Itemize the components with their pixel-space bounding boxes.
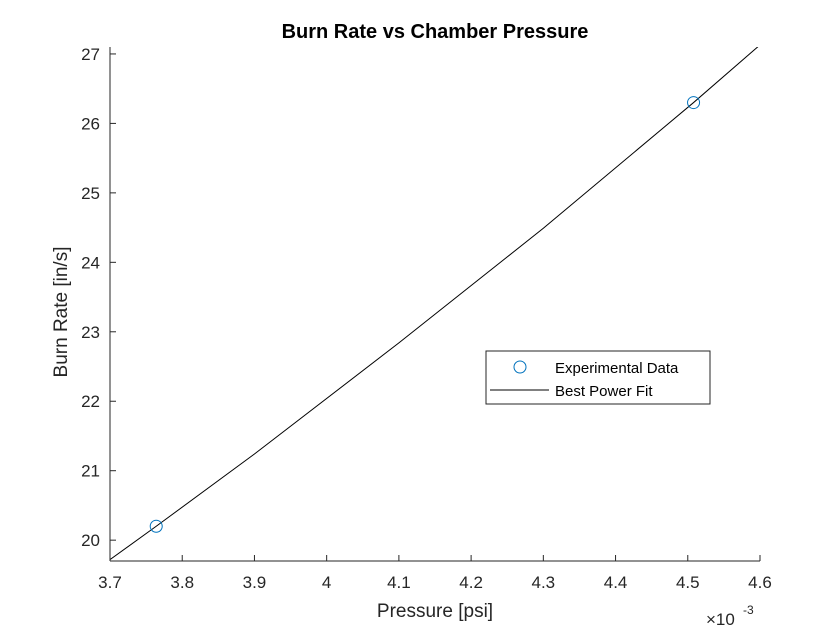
y-tick-label: 26 bbox=[81, 114, 100, 133]
legend-label-fit: Best Power Fit bbox=[555, 383, 653, 400]
x-tick-label: 4.6 bbox=[748, 573, 772, 592]
y-tick-label: 22 bbox=[81, 392, 100, 411]
y-tick-label: 27 bbox=[81, 45, 100, 64]
data-point bbox=[687, 96, 701, 110]
x-axis-multiplier-exponent: -3 bbox=[743, 603, 754, 617]
y-tick-label: 23 bbox=[81, 323, 100, 342]
x-tick-label: 3.8 bbox=[170, 573, 194, 592]
x-axis-multiplier-base: ×10 bbox=[706, 610, 735, 629]
x-tick-label: 3.9 bbox=[243, 573, 267, 592]
legend: Experimental Data Best Power Fit bbox=[485, 350, 711, 405]
x-tick-label: 3.7 bbox=[98, 573, 122, 592]
plot-area bbox=[110, 47, 759, 561]
axes: 3.7 3.8 3.9 4 4.1 4.2 4.3 4.4 4.5 4.6 20 21 22 23 24 25… bbox=[81, 45, 772, 592]
y-tick-label: 20 bbox=[81, 531, 100, 550]
x-tick-label: 4 bbox=[322, 573, 331, 592]
legend-box bbox=[485, 350, 711, 405]
x-tick-label: 4.3 bbox=[532, 573, 556, 592]
data-point bbox=[149, 519, 163, 533]
x-tick-label: 4.4 bbox=[604, 573, 628, 592]
legend-marker-experimental bbox=[513, 360, 527, 374]
x-tick-label: 4.5 bbox=[676, 573, 700, 592]
x-axis-label: Pressure [psi] bbox=[377, 601, 493, 622]
y-tick-label: 21 bbox=[81, 462, 100, 481]
x-tick-label: 4.1 bbox=[387, 573, 411, 592]
chart-title: Burn Rate vs Chamber Pressure bbox=[282, 21, 589, 43]
legend-label-experimental: Experimental Data bbox=[555, 360, 679, 377]
x-axis-multiplier: ×10 -3 bbox=[706, 603, 754, 629]
y-tick-label: 25 bbox=[81, 184, 100, 203]
y-axis-label: Burn Rate [in/s] bbox=[51, 247, 72, 378]
x-tick-label: 4.2 bbox=[459, 573, 483, 592]
best-fit-line bbox=[110, 47, 759, 561]
y-tick-label: 24 bbox=[81, 253, 100, 272]
